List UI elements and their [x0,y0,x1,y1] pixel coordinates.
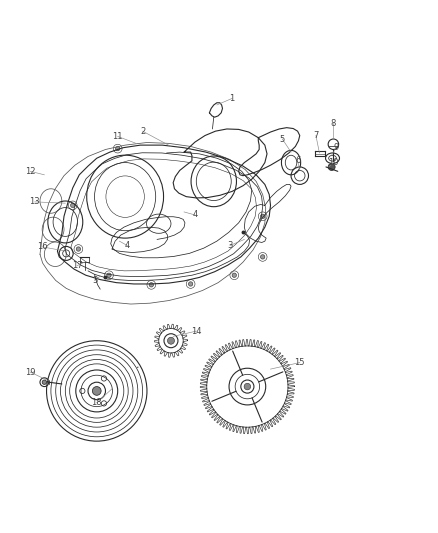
Text: 9: 9 [333,143,339,152]
Text: 3: 3 [92,276,97,285]
Text: 5: 5 [280,134,285,143]
Circle shape [71,203,75,207]
Text: 14: 14 [191,327,201,336]
Circle shape [261,255,265,259]
Circle shape [261,214,265,219]
Text: 17: 17 [72,261,82,270]
Text: 4: 4 [192,211,198,220]
Text: 4: 4 [125,241,130,250]
Text: 16: 16 [37,243,47,252]
Circle shape [92,386,101,395]
Circle shape [244,383,251,390]
Circle shape [42,380,46,384]
Circle shape [167,337,174,344]
Text: 1: 1 [230,94,235,103]
Circle shape [188,282,193,286]
Text: 11: 11 [113,132,123,141]
Circle shape [116,147,120,151]
Text: 8: 8 [331,119,336,128]
Text: 15: 15 [294,358,305,367]
Circle shape [76,247,81,251]
Text: 18: 18 [92,398,102,407]
Text: 2: 2 [140,127,145,136]
Text: 6: 6 [295,156,300,165]
Circle shape [149,282,153,287]
Text: 10: 10 [328,158,339,167]
Text: 13: 13 [29,197,40,206]
Circle shape [232,273,237,277]
Text: 3: 3 [227,241,233,250]
Circle shape [328,164,335,171]
Text: 19: 19 [25,368,35,377]
Circle shape [107,273,111,277]
Text: 7: 7 [313,131,318,140]
Text: 12: 12 [25,167,35,176]
